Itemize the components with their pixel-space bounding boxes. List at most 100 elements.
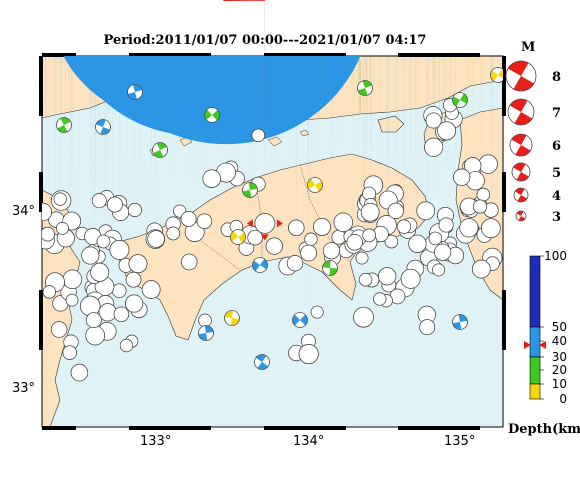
quake-symbol: [432, 56, 445, 277]
quake-symbol: [70, 56, 361, 382]
quake-symbol: [81, 56, 230, 265]
quake-symbol: [127, 84, 143, 100]
quake-symbol: [476, 56, 490, 202]
depth-tick-label: 0: [559, 392, 567, 406]
mainshock-beachball: [223, 0, 276, 234]
quake-symbol: [242, 182, 258, 198]
quake-symbol: [453, 56, 471, 186]
quake-symbol: [184, 56, 205, 243]
quake-symbol: [346, 56, 363, 251]
quake-symbol: [125, 56, 250, 288]
quake-symbol: [387, 56, 404, 219]
quake-symbol: [198, 325, 214, 341]
quake-symbol: [90, 56, 250, 282]
quake-symbol: [204, 107, 220, 123]
depth-bar-0-10: [529, 383, 541, 400]
map-title: Period:2011/01/07 00:00---2021/01/07 04:…: [103, 33, 427, 48]
quake-symbol: [95, 119, 111, 135]
quake-symbol: [437, 56, 457, 141]
quake-symbol: [396, 56, 412, 234]
depth-tick-label: 100: [544, 249, 567, 263]
depth-scale-label: Depth(km): [508, 422, 580, 437]
magnitude-legend: 8 7 6 5 4 3: [505, 60, 561, 225]
quake-symbol: [384, 56, 399, 249]
magnitude-legend-symbol: [505, 60, 537, 92]
x-label-133: 133°: [140, 434, 171, 449]
depth-pointer-icon: [524, 341, 546, 349]
depth-tick-label: 20: [552, 363, 567, 377]
quake-symbol: [419, 56, 436, 336]
x-label-134: 134°: [293, 434, 324, 449]
magnitude-legend-label: 8: [552, 70, 561, 85]
quake-symbol: [196, 56, 213, 229]
y-label-33: 33°: [12, 381, 35, 396]
x-label-135: 135°: [444, 434, 475, 449]
quake-symbol: [298, 56, 319, 364]
quake-symbol: [252, 257, 268, 273]
magnitude-legend-label: 6: [552, 139, 561, 154]
depth-tick-label: 40: [552, 334, 567, 348]
quake-symbol: [292, 312, 308, 328]
quake-symbol: [56, 117, 72, 133]
magnitude-legend-symbol: [507, 98, 535, 126]
quake-symbol: [224, 310, 240, 326]
quake-symbol: [378, 56, 397, 286]
quake-symbol: [56, 56, 206, 235]
quake-symbol: [141, 56, 257, 299]
quake-symbol: [119, 56, 329, 353]
magnitude-legend-heading: M: [521, 40, 535, 55]
quake-symbol: [400, 56, 421, 289]
quake-symbol: [452, 92, 468, 108]
magnitude-legend-symbol: [509, 133, 533, 157]
depth-tick-label: 10: [552, 377, 567, 391]
mainshock-marker: [223, 0, 283, 241]
quake-symbol: [128, 56, 230, 274]
quake-symbol: [360, 56, 380, 222]
quake-symbol: [113, 56, 296, 322]
magnitude-legend-label: 3: [552, 210, 561, 225]
quake-symbol: [251, 56, 265, 143]
quake-symbol: [434, 56, 452, 261]
magnitude-legend-symbol: [515, 210, 527, 222]
quake-symbol: [425, 56, 442, 129]
quake-symbol: [438, 56, 454, 233]
quake-symbol: [416, 56, 436, 221]
quake-symbol: [471, 56, 491, 279]
depth-bar-50-100: [529, 255, 541, 328]
quake-symbol: [85, 56, 306, 328]
quake-symbol: [428, 56, 442, 246]
earthquake-symbols: [42, 56, 503, 382]
quake-symbol: [181, 56, 198, 271]
quake-symbol: [459, 56, 479, 238]
depth-tick-label: 30: [552, 350, 567, 364]
quake-symbol: [265, 56, 283, 255]
quake-symbol: [362, 56, 377, 243]
quake-symbol: [127, 56, 142, 218]
magnitude-legend-label: 7: [552, 106, 561, 121]
quake-symbol: [452, 314, 468, 330]
quake-symbol: [230, 229, 246, 245]
depth-tick-label: 50: [552, 320, 567, 334]
quake-symbol: [180, 56, 197, 227]
quake-symbol: [408, 56, 427, 253]
quake-symbol: [53, 56, 171, 206]
quake-symbol: [42, 56, 188, 222]
quake-symbol: [358, 56, 373, 287]
quake-symbol: [107, 56, 123, 213]
quake-symbol: [357, 80, 373, 96]
quake-symbol: [42, 56, 214, 242]
frame-ticks: [39, 53, 506, 430]
depth-bar-10-30: [529, 356, 541, 385]
depth-bar-30-50: [529, 326, 541, 358]
quake-symbol: [109, 56, 211, 260]
quake-symbol: [166, 56, 180, 241]
quake-symbol: [481, 56, 501, 238]
magnitude-legend-label: 5: [552, 166, 561, 181]
quake-symbol: [152, 142, 168, 158]
quake-symbol: [424, 56, 444, 157]
quake-symbol: [96, 56, 211, 249]
quake-symbol: [247, 56, 263, 246]
